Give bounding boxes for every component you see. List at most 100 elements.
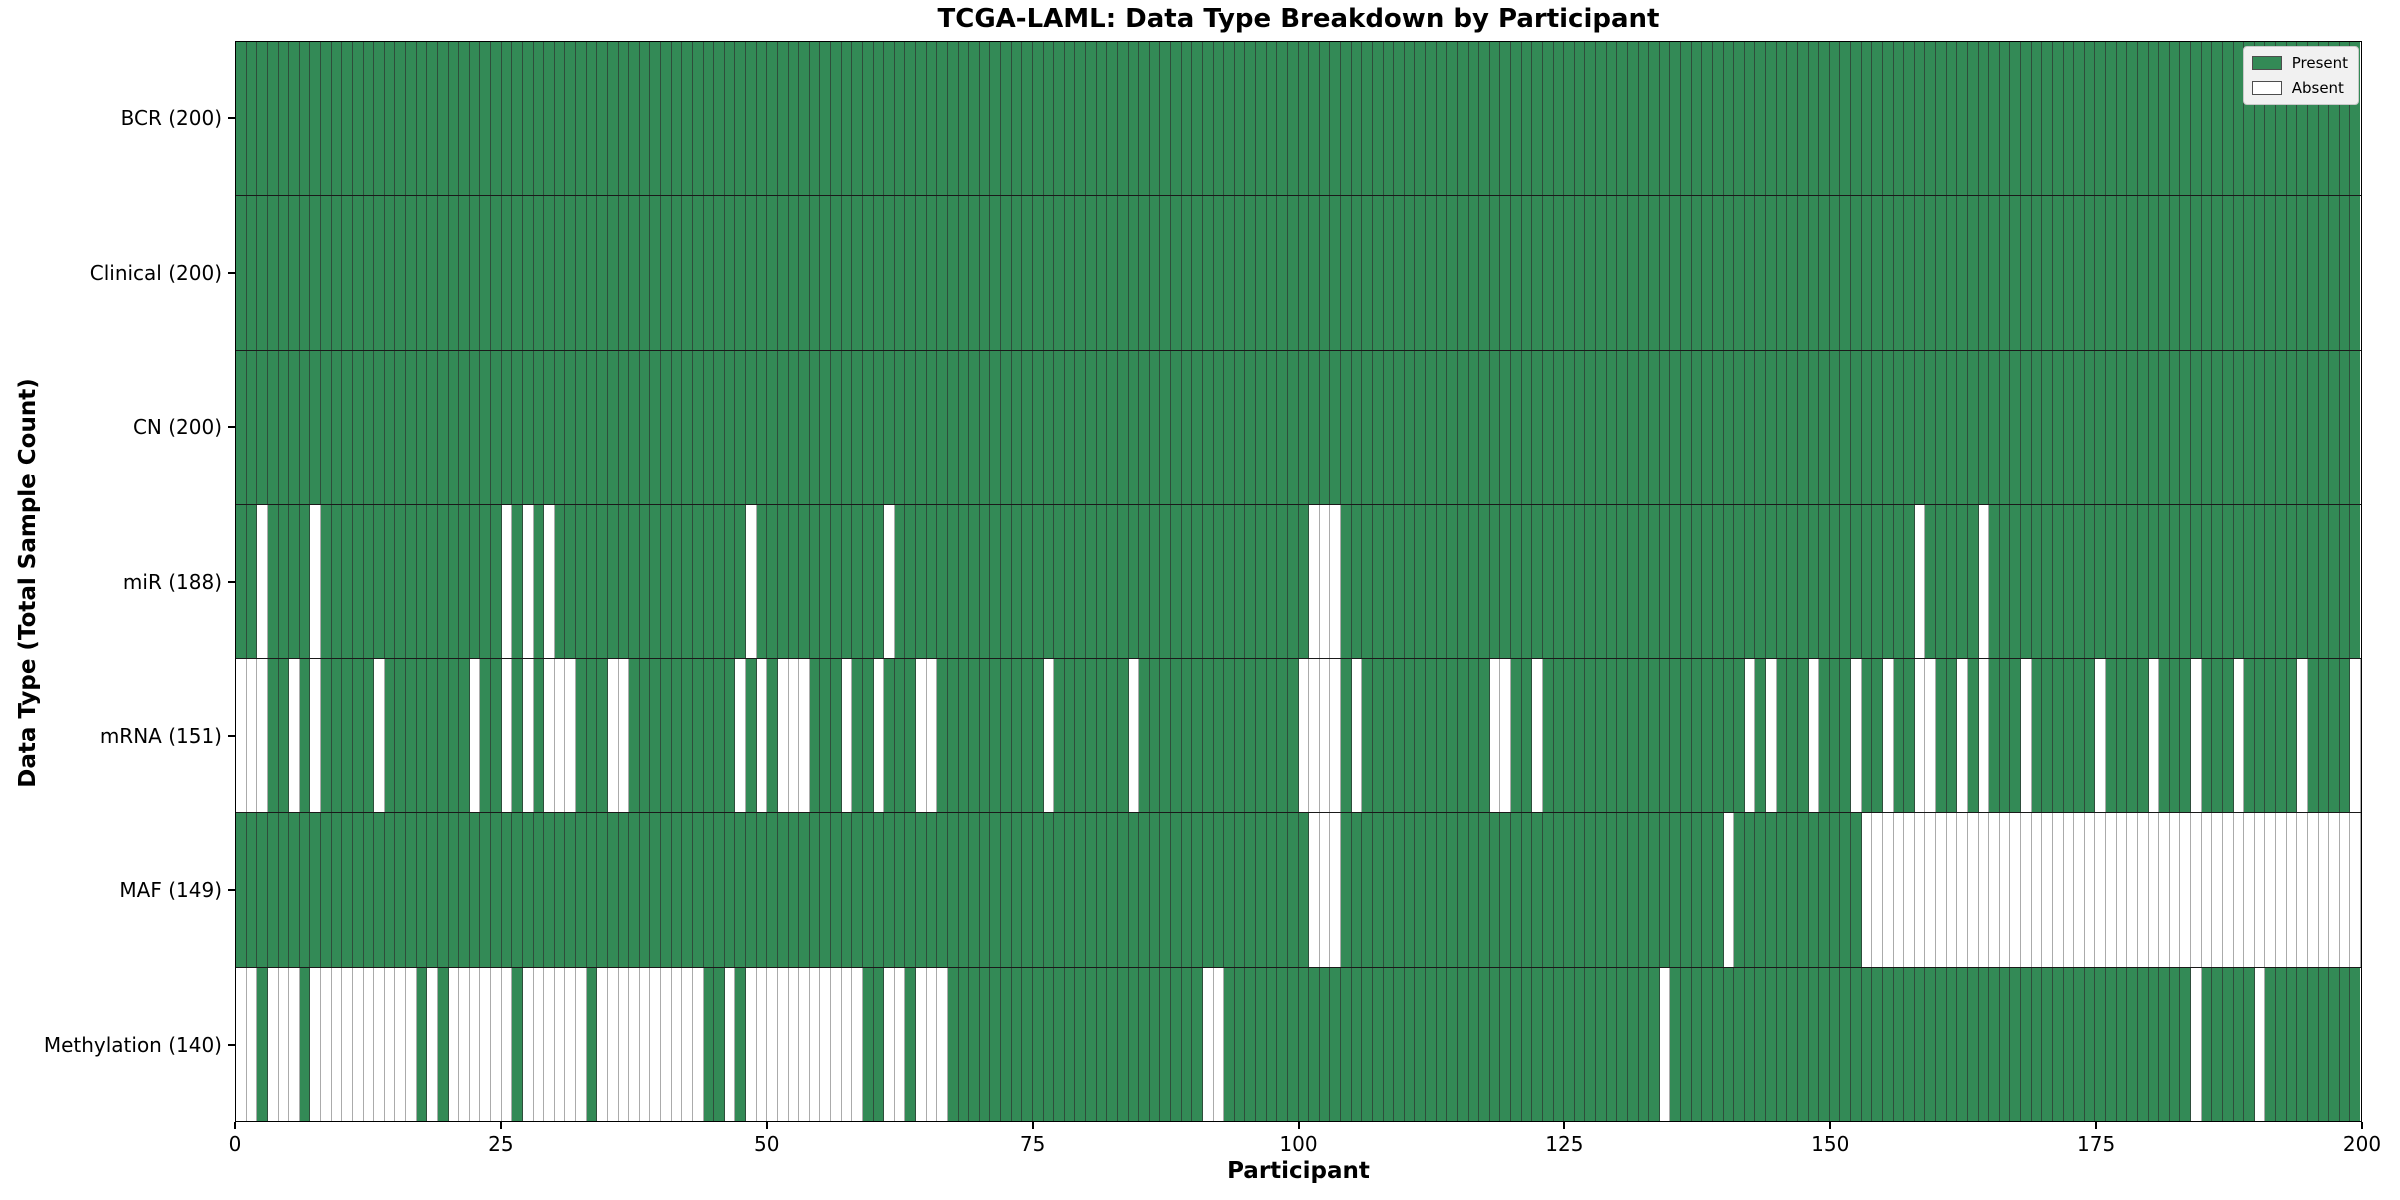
matrix-cell <box>894 196 906 350</box>
matrix-cell <box>1032 42 1044 196</box>
matrix-cell <box>1649 813 1660 967</box>
matrix-cell <box>714 659 725 813</box>
matrix-cell <box>629 42 640 196</box>
matrix-cell <box>1925 196 1936 350</box>
matrix-cell <box>1457 504 1469 659</box>
matrix-cell <box>1946 196 1958 350</box>
matrix-cell <box>2329 813 2340 967</box>
matrix-cell <box>735 196 746 350</box>
matrix-cell <box>894 350 906 504</box>
matrix-cell <box>1564 813 1575 967</box>
matrix-cell <box>374 196 385 350</box>
matrix-cell <box>1213 196 1225 350</box>
matrix-cell <box>363 350 375 504</box>
matrix-cell <box>1882 350 1894 504</box>
matrix-cell <box>947 967 959 1121</box>
matrix-cell <box>342 813 353 967</box>
matrix-cell <box>2010 42 2021 196</box>
matrix-cell <box>618 350 630 504</box>
matrix-cell <box>374 350 385 504</box>
matrix-cell <box>331 350 343 504</box>
matrix-cell <box>2021 967 2032 1121</box>
matrix-cell <box>607 813 619 967</box>
matrix-cell <box>1256 196 1267 350</box>
matrix-cell <box>1181 813 1193 967</box>
matrix-cell <box>2244 504 2255 659</box>
matrix-cell <box>2339 350 2351 504</box>
matrix-cell <box>1075 350 1086 504</box>
matrix-cell <box>310 42 321 196</box>
matrix-cell <box>2254 42 2266 196</box>
matrix-cell <box>1638 196 1650 350</box>
matrix-cell <box>831 659 842 813</box>
matrix-cell <box>267 504 279 659</box>
matrix-cell <box>1309 967 1320 1121</box>
matrix-cell <box>1500 196 1511 350</box>
matrix-cell <box>2095 659 2106 813</box>
matrix-cell <box>1967 196 1979 350</box>
matrix-cell <box>406 967 417 1121</box>
matrix-cell <box>1712 659 1724 813</box>
matrix-cell <box>299 42 311 196</box>
matrix-cell <box>884 813 895 967</box>
matrix-cell <box>1776 350 1788 504</box>
matrix-cell <box>1893 350 1905 504</box>
matrix-cell <box>246 504 258 659</box>
matrix-cell <box>1511 42 1522 196</box>
matrix-cell <box>1107 813 1118 967</box>
matrix-cell <box>544 813 555 967</box>
matrix-cell <box>522 659 534 813</box>
matrix-cell <box>586 42 598 196</box>
matrix-cell <box>1372 42 1384 196</box>
matrix-cell <box>2074 659 2085 813</box>
matrix-cell <box>576 196 587 350</box>
matrix-cell <box>1925 967 1936 1121</box>
matrix-cell <box>1659 42 1671 196</box>
matrix-cell <box>2286 42 2298 196</box>
matrix-cell <box>1861 813 1873 967</box>
matrix-cell <box>2254 504 2266 659</box>
matrix-cell <box>1585 350 1596 504</box>
matrix-cell <box>533 659 545 813</box>
matrix-cell <box>2191 350 2202 504</box>
matrix-cell <box>1341 659 1352 813</box>
matrix-cell <box>1234 196 1246 350</box>
matrix-cell <box>671 659 683 813</box>
matrix-cell <box>236 659 247 813</box>
matrix-cell <box>1086 813 1097 967</box>
matrix-cell <box>1277 504 1288 659</box>
matrix-cell <box>1681 42 1692 196</box>
matrix-cell <box>799 504 810 659</box>
matrix-cell <box>852 813 863 967</box>
matrix-cell <box>1829 813 1841 967</box>
matrix-cell <box>1149 813 1161 967</box>
matrix-cell <box>618 813 630 967</box>
matrix-cell <box>2042 42 2053 196</box>
matrix-cell <box>576 42 587 196</box>
matrix-cell <box>1946 813 1958 967</box>
matrix-cell <box>554 813 566 967</box>
matrix-cell <box>1914 504 1926 659</box>
matrix-cell <box>1404 813 1416 967</box>
matrix-cell <box>2244 350 2255 504</box>
matrix-cell <box>2180 659 2191 813</box>
matrix-cell <box>831 504 842 659</box>
matrix-cell <box>2233 196 2245 350</box>
matrix-cell <box>2063 813 2075 967</box>
matrix-cell <box>1372 504 1384 659</box>
matrix-cell <box>1744 813 1756 967</box>
matrix-cell <box>1914 659 1926 813</box>
matrix-cell <box>1011 659 1023 813</box>
matrix-cell <box>448 813 460 967</box>
matrix-cell <box>331 196 343 350</box>
matrix-cell <box>1755 813 1766 967</box>
y-tick-mark <box>228 271 235 274</box>
matrix-cell <box>1904 42 1915 196</box>
matrix-cell <box>788 350 800 504</box>
matrix-cell <box>1596 196 1607 350</box>
matrix-cell <box>1829 350 1841 504</box>
matrix-cell <box>735 350 746 504</box>
matrix-cell <box>650 659 661 813</box>
matrix-cell <box>384 196 396 350</box>
matrix-cell <box>406 659 417 813</box>
